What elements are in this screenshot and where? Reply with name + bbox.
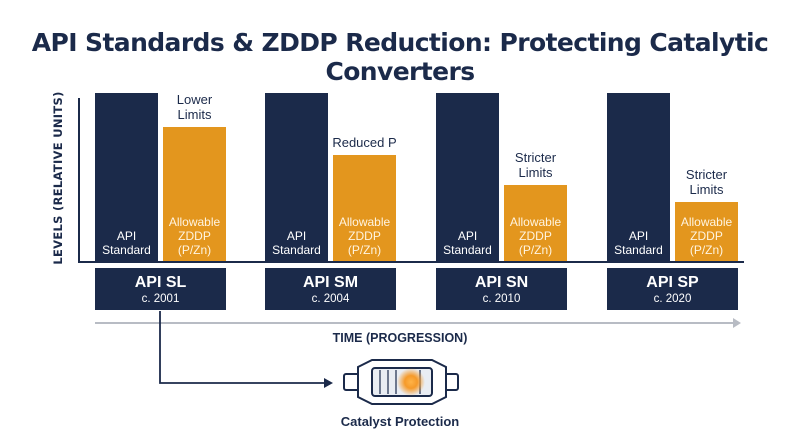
api-standard-bar-label: API Standard bbox=[272, 229, 321, 257]
connector-arrow bbox=[159, 311, 333, 388]
time-axis-label: TIME (PROGRESSION) bbox=[332, 331, 468, 345]
standard-name: API SL bbox=[134, 274, 187, 291]
limit-annotation: Stricter Limits bbox=[514, 150, 557, 181]
x-axis-baseline bbox=[78, 261, 744, 263]
allowable-zddp-bar-label: Allowable ZDDP (P/Zn) bbox=[509, 214, 562, 257]
api-standard-bar: API Standard bbox=[95, 93, 158, 261]
standard-name: API SM bbox=[302, 274, 359, 291]
standard-name: API SP bbox=[646, 274, 699, 291]
time-axis-line bbox=[95, 322, 735, 324]
allowable-zddp-bar-label: Allowable ZDDP (P/Zn) bbox=[338, 214, 391, 257]
api-standard-bar: API Standard bbox=[436, 93, 499, 261]
api-standard-bar-label: API Standard bbox=[443, 229, 492, 257]
api-standard-bar-label: API Standard bbox=[102, 229, 151, 257]
api-standard-bar: API Standard bbox=[607, 93, 670, 261]
allowable-zddp-bar: Allowable ZDDP (P/Zn) bbox=[163, 126, 226, 261]
catalytic-converter-icon bbox=[343, 359, 459, 405]
standard-year: c. 2004 bbox=[311, 293, 350, 305]
standard-year: c. 2020 bbox=[653, 293, 692, 305]
catalyst-protection-label: Catalyst Protection bbox=[340, 414, 460, 429]
allowable-zddp-bar: Allowable ZDDP (P/Zn) bbox=[675, 202, 738, 261]
api-standard-bar: API Standard bbox=[265, 93, 328, 261]
allowable-zddp-bar-label: Allowable ZDDP (P/Zn) bbox=[680, 214, 733, 257]
standard-label-box: API SM c. 2004 bbox=[265, 268, 396, 310]
allowable-zddp-bar: Allowable ZDDP (P/Zn) bbox=[333, 155, 396, 261]
allowable-zddp-bar: Allowable ZDDP (P/Zn) bbox=[504, 185, 567, 261]
standard-label-box: API SL c. 2001 bbox=[95, 268, 226, 310]
standard-label-box: API SN c. 2010 bbox=[436, 268, 567, 310]
page-title: API Standards & ZDDP Reduction: Protecti… bbox=[31, 28, 769, 86]
time-axis-arrowhead bbox=[733, 318, 741, 328]
allowable-zddp-bar-label: Allowable ZDDP (P/Zn) bbox=[168, 214, 221, 257]
standard-name: API SN bbox=[474, 274, 529, 291]
limit-annotation: Stricter Limits bbox=[685, 167, 728, 198]
y-axis-line bbox=[78, 98, 80, 262]
standard-year: c. 2010 bbox=[482, 293, 521, 305]
api-standard-bar-label: API Standard bbox=[614, 229, 663, 257]
standard-year: c. 2001 bbox=[141, 293, 180, 305]
limit-annotation: Lower Limits bbox=[176, 91, 213, 122]
standard-label-box: API SP c. 2020 bbox=[607, 268, 738, 310]
limit-annotation: Reduced P bbox=[332, 135, 397, 151]
